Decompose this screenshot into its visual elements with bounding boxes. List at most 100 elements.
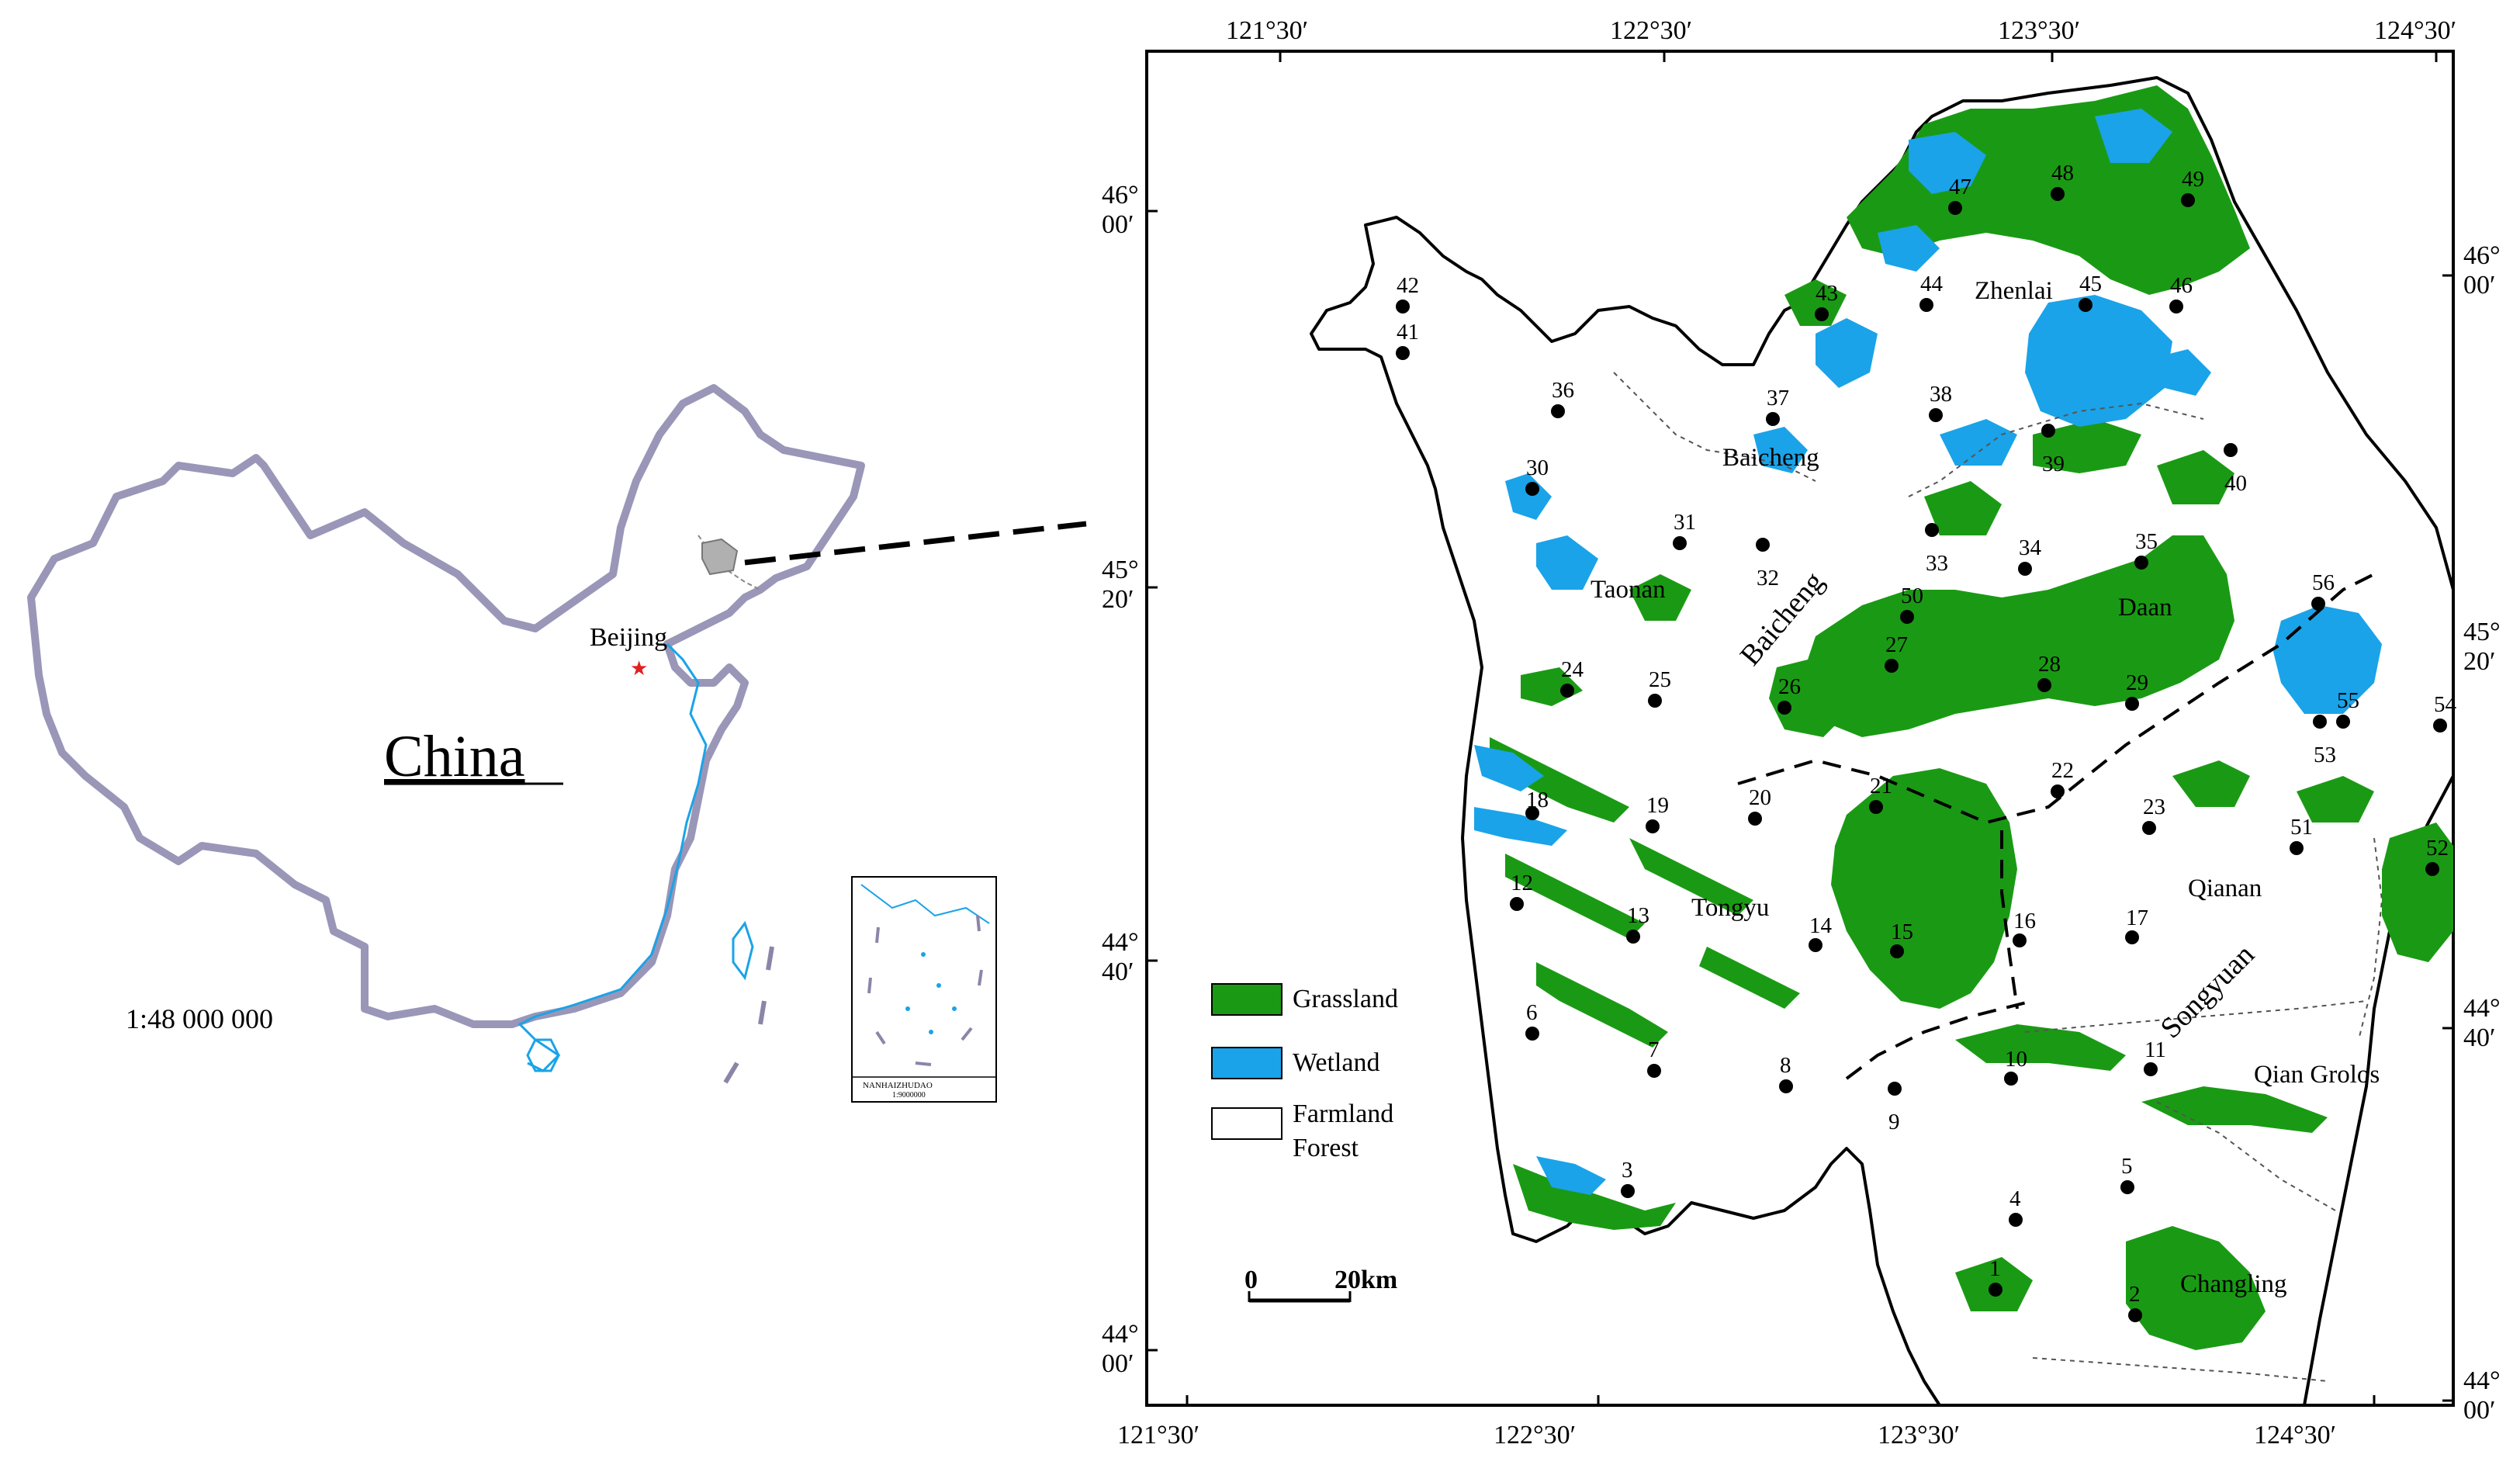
right-lat-min-3: 40′ bbox=[2463, 1023, 2495, 1052]
sample-point-56 bbox=[2311, 597, 2325, 611]
sample-point-label-41: 41 bbox=[1397, 320, 1419, 345]
sample-point-13 bbox=[1626, 930, 1640, 944]
sample-point-label-51: 51 bbox=[2290, 815, 2313, 840]
inset-caption-1: NANHAIZHUDAO bbox=[863, 1081, 933, 1090]
sample-point-label-56: 56 bbox=[2312, 570, 2335, 595]
sample-point-label-2: 2 bbox=[2129, 1282, 2141, 1307]
sample-point-10 bbox=[2004, 1072, 2018, 1086]
sample-point-label-38: 38 bbox=[1930, 382, 1952, 407]
place-daan: Daan bbox=[2118, 594, 2172, 622]
overview-scale: 1:48 000 000 bbox=[126, 1003, 273, 1034]
sample-point-22 bbox=[2051, 784, 2065, 798]
sample-point-31 bbox=[1673, 536, 1687, 550]
sample-point-label-37: 37 bbox=[1767, 386, 1789, 410]
right-lat-deg-4: 44° bbox=[2463, 1366, 2501, 1395]
sample-point-32 bbox=[1756, 538, 1770, 552]
bottom-lon-label-2: 122°30′ bbox=[1494, 1421, 1576, 1449]
china-outline bbox=[27, 384, 865, 1028]
sample-point-50 bbox=[1900, 610, 1914, 624]
scale-bar: 0 20km bbox=[1244, 1266, 1397, 1303]
sample-point-19 bbox=[1646, 819, 1660, 833]
study-area-map: 121°30′ 122°30′ 123°30′ 124°30′ 121°30′ … bbox=[1102, 16, 2501, 1449]
sample-point-label-28: 28 bbox=[2038, 652, 2061, 677]
minor-boundaries bbox=[1613, 372, 2383, 1382]
sample-point-label-9: 9 bbox=[1888, 1110, 1900, 1134]
sample-point-15 bbox=[1890, 944, 1904, 958]
right-lat-labels: 46° 00′ 45° 20′ 44° 40′ 44° 00′ bbox=[2442, 241, 2501, 1425]
sample-point-37 bbox=[1766, 412, 1780, 426]
beijing-label: Beijing bbox=[590, 623, 667, 652]
sample-point-label-10: 10 bbox=[2005, 1047, 2027, 1072]
left-lat-labels: 46° 00′ 45° 20′ 44° 40′ 44° 00′ bbox=[1102, 181, 1158, 1378]
sample-point-51 bbox=[2290, 841, 2304, 855]
left-lat-deg-1: 46° bbox=[1102, 181, 1139, 210]
sample-point-label-25: 25 bbox=[1649, 667, 1671, 692]
sample-point-label-32: 32 bbox=[1757, 566, 1779, 591]
china-coastline bbox=[518, 642, 708, 1072]
sample-point-38 bbox=[1929, 408, 1943, 422]
sample-point-label-15: 15 bbox=[1891, 920, 1913, 944]
sample-point-label-17: 17 bbox=[2126, 906, 2148, 930]
left-lat-min-2: 20′ bbox=[1102, 585, 1134, 614]
sample-point-43 bbox=[1815, 307, 1829, 321]
right-lat-min-1: 00′ bbox=[2463, 271, 2495, 300]
inset-caption-2: 1:9000000 bbox=[892, 1091, 926, 1100]
sample-point-46 bbox=[2169, 300, 2183, 313]
sample-point-52 bbox=[2425, 862, 2439, 876]
left-lat-deg-2: 45° bbox=[1102, 556, 1139, 584]
sample-point-label-8: 8 bbox=[1780, 1053, 1791, 1078]
right-lat-min-4: 00′ bbox=[2463, 1396, 2495, 1425]
legend: Grassland Wetland Farmland Forest bbox=[1211, 983, 1398, 1162]
sample-point-label-1: 1 bbox=[1989, 1256, 2001, 1281]
left-lat-min-3: 40′ bbox=[1102, 958, 1134, 986]
sample-point-label-26: 26 bbox=[1778, 674, 1801, 699]
sample-point-16 bbox=[2013, 933, 2027, 947]
top-lon-label-1: 121°30′ bbox=[1226, 16, 1308, 45]
sample-point-1 bbox=[1989, 1283, 2002, 1297]
beijing-star: ★ bbox=[630, 657, 648, 680]
sample-point-label-39: 39 bbox=[2042, 452, 2065, 476]
sample-point-label-30: 30 bbox=[1526, 455, 1549, 480]
hainan-island bbox=[526, 1038, 560, 1072]
sample-point-49 bbox=[2181, 193, 2195, 207]
sample-point-48 bbox=[2051, 187, 2065, 201]
sample-point-label-6: 6 bbox=[1526, 1000, 1538, 1025]
sample-point-2 bbox=[2128, 1308, 2142, 1322]
south-china-sea-inset: NANHAIZHUDAO 1:9000000 bbox=[851, 876, 997, 1103]
sample-point-label-5: 5 bbox=[2121, 1154, 2133, 1179]
scale-bar-end: 20km bbox=[1334, 1266, 1397, 1294]
sample-point-45 bbox=[2079, 298, 2092, 312]
sample-point-label-13: 13 bbox=[1627, 903, 1649, 928]
sample-point-35 bbox=[2134, 556, 2148, 570]
sample-point-14 bbox=[1809, 938, 1822, 952]
sample-point-47 bbox=[1948, 201, 1962, 215]
sample-point-44 bbox=[1919, 298, 1933, 312]
sample-point-41 bbox=[1396, 346, 1410, 360]
sample-point-label-42: 42 bbox=[1397, 273, 1419, 298]
sample-point-label-48: 48 bbox=[2051, 161, 2074, 185]
sample-point-label-12: 12 bbox=[1511, 871, 1533, 895]
sample-point-12 bbox=[1510, 897, 1524, 911]
sample-point-label-24: 24 bbox=[1561, 657, 1584, 682]
sample-point-label-47: 47 bbox=[1949, 175, 1971, 199]
sample-point-6 bbox=[1525, 1027, 1539, 1041]
taiwan-island bbox=[732, 920, 754, 981]
sample-point-5 bbox=[2120, 1180, 2134, 1194]
legend-label-farmland: Farmland bbox=[1293, 1100, 1393, 1128]
sample-point-23 bbox=[2142, 821, 2156, 835]
top-lon-label-3: 123°30′ bbox=[1998, 16, 2080, 45]
sample-point-9 bbox=[1888, 1082, 1902, 1096]
sample-point-label-33: 33 bbox=[1926, 551, 1948, 576]
sample-point-label-43: 43 bbox=[1816, 281, 1838, 306]
wetland-areas bbox=[1474, 109, 2382, 1195]
sample-point-39 bbox=[2041, 424, 2055, 438]
bottom-lon-label-4: 124°30′ bbox=[2254, 1421, 2336, 1449]
legend-label-grassland: Grassland bbox=[1293, 985, 1398, 1013]
top-lon-label-4: 124°30′ bbox=[2374, 16, 2456, 45]
sample-point-label-14: 14 bbox=[1809, 913, 1833, 938]
sample-point-53 bbox=[2313, 715, 2327, 729]
sample-point-label-44: 44 bbox=[1920, 272, 1944, 296]
sample-point-label-49: 49 bbox=[2182, 167, 2204, 192]
